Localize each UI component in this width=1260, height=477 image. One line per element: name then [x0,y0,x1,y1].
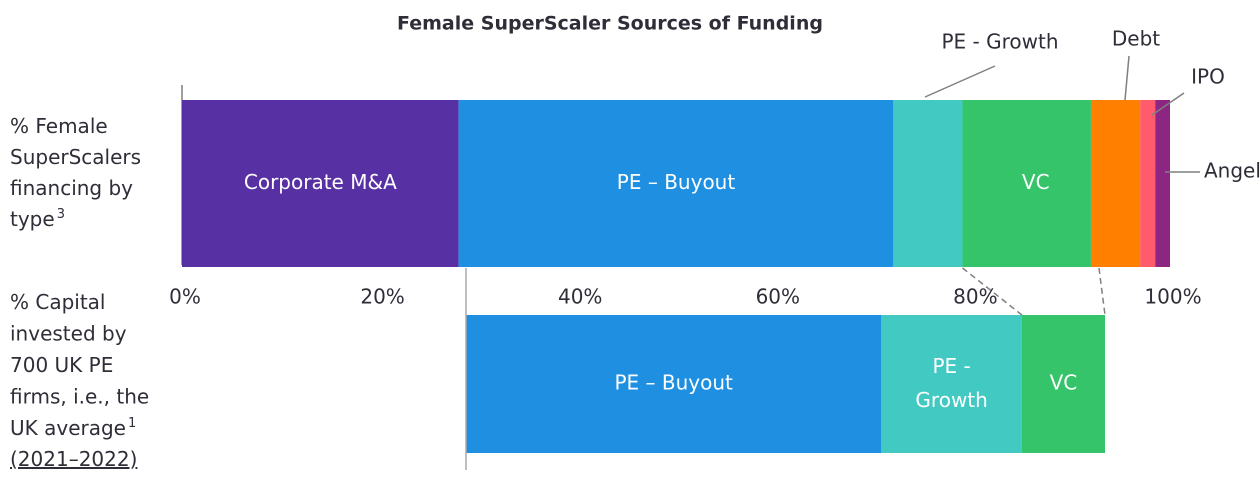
bar-segment [182,100,459,267]
footnote-mark: 1 [128,416,136,431]
segment-label: Corporate M&A [244,170,397,194]
bar-segment [1021,315,1105,453]
chart-title: Female SuperScaler Sources of Funding [397,13,823,35]
bar-segment [466,315,882,453]
bar-segment [893,100,963,267]
segment-label: IPO [1191,65,1225,89]
segment-label: PE -Growth [915,354,987,412]
x-tick-label: 80% [953,285,997,309]
connector [962,267,1023,316]
connector [1098,267,1106,316]
x-tick-label: 100% [1144,285,1201,309]
segment-label: Debt [1112,27,1160,51]
bar-segment [962,100,1091,267]
x-tick-label: 40% [558,285,602,309]
bar-segment [458,100,894,267]
row-label: % Capital invested by 700 UK PE firms, i.e.… [10,290,149,440]
bar-segment [881,315,1022,453]
row-label: % Female SuperScalers financing by type [10,114,141,231]
period-label: (2021–2022) [10,447,137,471]
segment-label: VC [1050,371,1078,395]
segment-label: PE - Growth [941,30,1058,54]
leader-line [924,65,996,98]
bar-segment [1090,100,1141,267]
x-tick-label: 20% [360,285,404,309]
segment-label: PE – Buyout [614,371,733,395]
leader-line [1124,55,1130,101]
bar-segment [1155,100,1170,267]
bar-segment [1140,100,1156,267]
footnote-mark: 3 [57,207,65,222]
segment-label: VC [1022,170,1050,194]
segment-label: Angel [1204,159,1260,183]
x-tick-label: 0% [169,285,201,309]
x-tick-label: 60% [756,285,800,309]
segment-label: PE – Buyout [617,170,736,194]
leader-line [1151,92,1185,116]
